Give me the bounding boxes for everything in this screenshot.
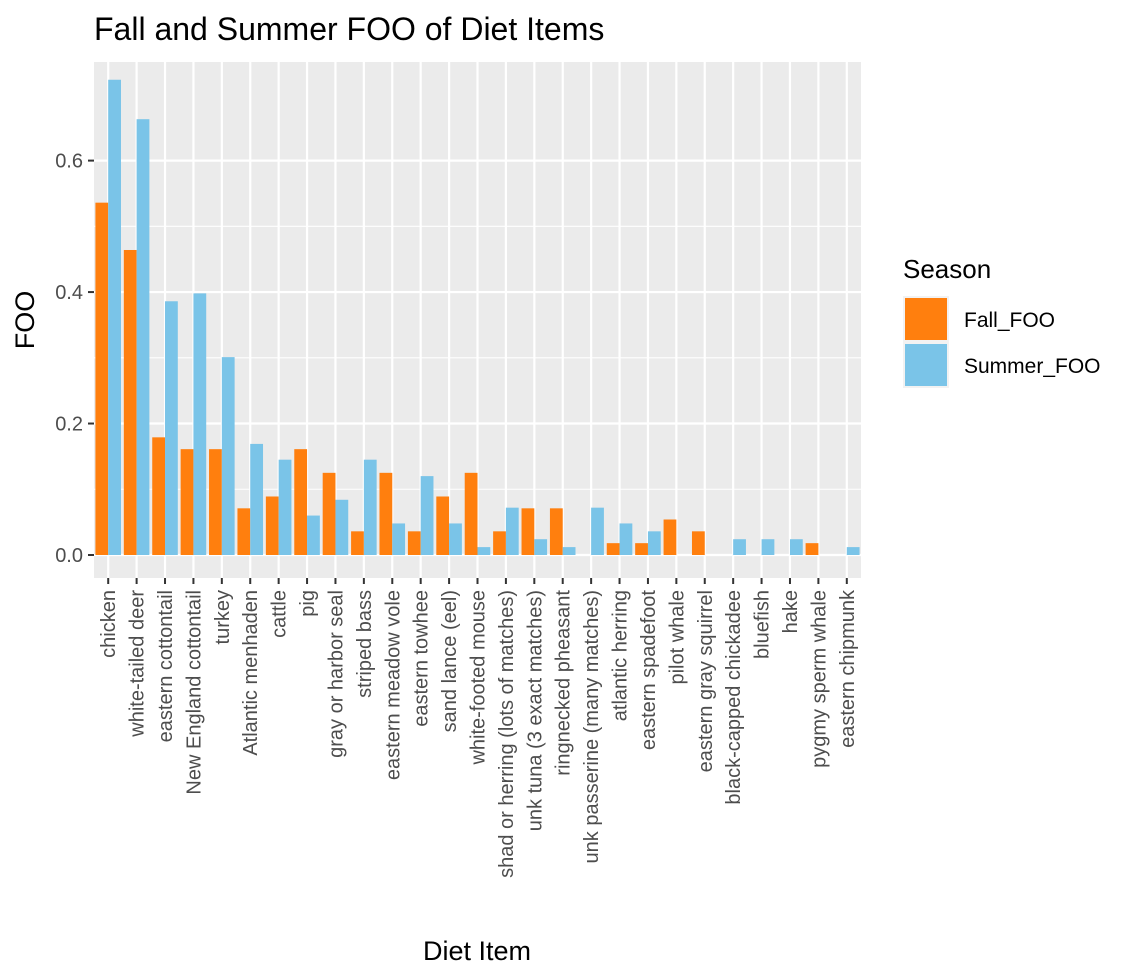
bar-fall-foo: [663, 519, 677, 555]
y-tick-label: 0.4: [55, 282, 83, 304]
x-tick-label: hake: [780, 590, 802, 633]
bar-fall-foo: [493, 531, 506, 555]
bar-fall-foo: [805, 543, 819, 555]
x-tick-label: eastern spadefoot: [638, 590, 660, 751]
bar-fall-foo: [464, 472, 478, 555]
bar-summer-foo: [591, 507, 604, 555]
legend-swatch-summer-foo: [905, 344, 947, 386]
x-tick-label: turkey: [212, 590, 234, 644]
bar-fall-foo: [237, 508, 251, 555]
bar-summer-foo: [761, 539, 775, 555]
bar-fall-foo: [521, 508, 535, 555]
bar-fall-foo: [549, 508, 563, 555]
bar-fall-foo: [180, 449, 194, 555]
x-tick-label: unk passerine (many matches): [581, 590, 603, 863]
legend-swatch-fall-foo: [905, 298, 947, 340]
bar-summer-foo: [108, 79, 121, 555]
x-tick-label: ringnecked pheasant: [553, 590, 575, 776]
bar-summer-foo: [193, 293, 207, 555]
bar-summer-foo: [647, 531, 661, 555]
bar-fall-foo: [152, 437, 166, 555]
x-axis: chicken white-tailed deer eastern cottonta…: [98, 578, 859, 878]
bar-summer-foo: [733, 539, 746, 555]
x-tick-label: eastern cottontail: [155, 590, 177, 742]
bar-fall-foo: [322, 472, 336, 555]
x-tick-label: cattle: [269, 590, 291, 638]
bar-fall-foo: [265, 496, 279, 555]
bar-summer-foo: [534, 539, 548, 555]
x-axis-title: Diet Item: [423, 936, 531, 966]
bar-summer-foo: [278, 459, 292, 555]
x-tick-label: chicken: [98, 590, 120, 658]
x-tick-label: white-tailed deer: [127, 590, 149, 738]
x-tick-label: eastern chipmunk: [837, 589, 859, 748]
x-tick-label: eastern towhee: [411, 590, 433, 727]
bar-summer-foo: [165, 301, 178, 555]
legend: Season Fall_FOO Summer_FOO: [903, 254, 1101, 388]
bar-fall-foo: [436, 496, 450, 555]
bar-summer-foo: [250, 443, 264, 555]
bar-fall-foo: [606, 543, 620, 555]
x-tick-label: bluefish: [752, 590, 774, 659]
bar-fall-foo: [635, 543, 648, 555]
bar-summer-foo: [307, 515, 320, 555]
chart-title: Fall and Summer FOO of Diet Items: [94, 11, 604, 47]
legend-label: Fall_FOO: [964, 309, 1055, 332]
x-tick-label: Atlantic menhaden: [240, 590, 262, 756]
x-tick-label: pygmy sperm whale: [808, 590, 830, 768]
bar-summer-foo: [392, 523, 406, 555]
bar-summer-foo: [505, 507, 519, 555]
x-tick-label: pilot whale: [666, 590, 688, 685]
y-tick-label: 0.2: [55, 414, 83, 436]
x-tick-label: gray or harbor seal: [325, 590, 347, 758]
bar-fall-foo: [379, 472, 393, 555]
x-tick-label: eastern gray squirrel: [695, 590, 717, 772]
bar-fall-foo: [209, 449, 222, 555]
y-axis: 0.0 0.2 0.4 0.6: [55, 151, 94, 567]
bar-fall-foo: [407, 531, 421, 555]
y-tick-label: 0.0: [55, 545, 83, 567]
x-tick-label: shad or herring (lots of matches): [496, 590, 518, 878]
x-tick-label: New England cottontail: [183, 590, 205, 795]
bar-summer-foo: [335, 499, 349, 555]
bar-fall-foo: [123, 249, 137, 555]
x-tick-label: white-footed mouse: [468, 590, 490, 766]
bar-fall-foo: [95, 202, 109, 555]
x-tick-label: black-capped chickadee: [723, 590, 745, 805]
bar-summer-foo: [136, 119, 150, 555]
x-tick-label: atlantic herring: [610, 590, 632, 721]
bars: [95, 79, 860, 555]
y-axis-title: FOO: [10, 291, 40, 350]
bar-summer-foo: [420, 476, 434, 555]
bar-summer-foo: [363, 459, 377, 555]
x-tick-label: eastern meadow vole: [382, 590, 404, 780]
x-tick-label: striped bass: [354, 590, 376, 698]
bar-summer-foo: [789, 539, 803, 555]
bar-fall-foo: [294, 449, 308, 555]
bar-fall-foo: [351, 531, 364, 555]
bar-fall-foo: [691, 531, 705, 555]
bar-summer-foo: [221, 357, 235, 555]
bar-summer-foo: [562, 547, 576, 555]
x-tick-label: unk tuna (3 exact matches): [524, 590, 546, 831]
legend-label: Summer_FOO: [964, 355, 1101, 378]
x-tick-label: sand lance (eel): [439, 590, 461, 732]
bar-summer-foo: [449, 523, 462, 555]
bar-summer-foo: [619, 523, 633, 555]
x-tick-label: pig: [297, 590, 319, 617]
bar-summer-foo: [477, 547, 491, 555]
bar-summer-foo: [846, 547, 860, 555]
legend-title: Season: [903, 254, 991, 284]
y-tick-label: 0.6: [55, 151, 83, 173]
